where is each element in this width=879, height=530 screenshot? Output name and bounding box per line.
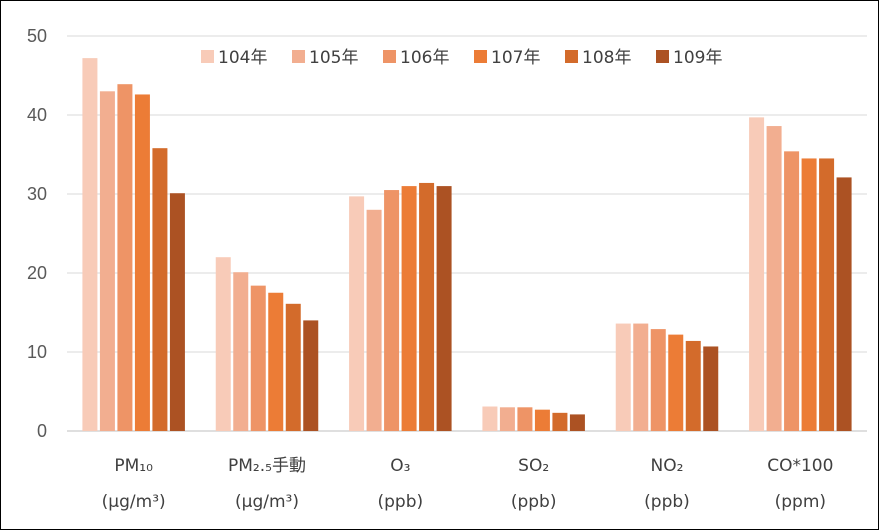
bar [517, 407, 533, 431]
y-tick-label: 10 [27, 342, 47, 362]
y-tick-label: 40 [27, 105, 47, 125]
bar [819, 158, 835, 431]
bar [650, 329, 666, 431]
legend-swatch [565, 50, 578, 63]
bar [766, 126, 782, 431]
bar [117, 84, 133, 431]
bar [668, 334, 684, 431]
x-tick-unit-label: (ppm) [775, 492, 826, 512]
bar [285, 303, 301, 431]
legend-swatch [383, 50, 396, 63]
bar [419, 182, 435, 431]
x-tick-label: SO₂ [518, 456, 549, 476]
bar [349, 196, 365, 431]
bar [384, 190, 400, 431]
legend-swatch [474, 50, 487, 63]
x-tick-unit-label: (μg/m³) [235, 492, 299, 512]
x-tick-label: NO₂ [651, 456, 684, 476]
bar [436, 186, 452, 431]
bar [569, 414, 585, 431]
bar [99, 91, 115, 432]
x-tick-unit-label: (ppb) [511, 492, 557, 512]
bar [633, 323, 649, 431]
bar [134, 94, 150, 432]
x-tick-unit-label: (μg/m³) [102, 492, 166, 512]
y-tick-label: 30 [27, 184, 47, 204]
bar [801, 158, 817, 431]
y-tick-label: 50 [27, 26, 47, 46]
y-tick-label: 0 [37, 421, 47, 441]
legend-swatch [656, 50, 669, 63]
bar [784, 151, 800, 431]
bar [534, 409, 550, 431]
y-tick-label: 20 [27, 263, 47, 283]
bar [703, 346, 719, 431]
legend-label: 105年 [309, 48, 358, 68]
bar [215, 257, 231, 431]
bar [836, 177, 852, 431]
bar [685, 340, 701, 431]
legend-label: 104年 [218, 48, 267, 68]
legend-swatch [292, 50, 305, 63]
x-tick-unit-label: (ppb) [378, 492, 424, 512]
x-tick-label: O₃ [390, 456, 410, 476]
x-tick-label: CO*100 [767, 456, 833, 476]
bar [499, 407, 515, 431]
bar [152, 148, 168, 431]
legend-label: 107年 [491, 48, 540, 68]
bar [401, 186, 417, 431]
bar [82, 58, 98, 432]
bar [303, 320, 319, 431]
legend-label: 106年 [400, 48, 449, 68]
legend-label: 108年 [582, 48, 631, 68]
legend-swatch [201, 50, 214, 63]
bar [233, 272, 249, 431]
x-tick-label: PM₂.₅手動 [228, 456, 306, 476]
bar [552, 412, 568, 431]
bar [169, 193, 185, 431]
bar [250, 285, 266, 431]
bar [482, 406, 498, 431]
x-tick-unit-label: (ppb) [644, 492, 690, 512]
bar [366, 209, 382, 431]
bar [268, 292, 284, 431]
x-tick-label: PM₁₀ [114, 456, 153, 476]
legend-label: 109年 [673, 48, 722, 68]
bar [749, 117, 765, 432]
bar [615, 323, 631, 431]
